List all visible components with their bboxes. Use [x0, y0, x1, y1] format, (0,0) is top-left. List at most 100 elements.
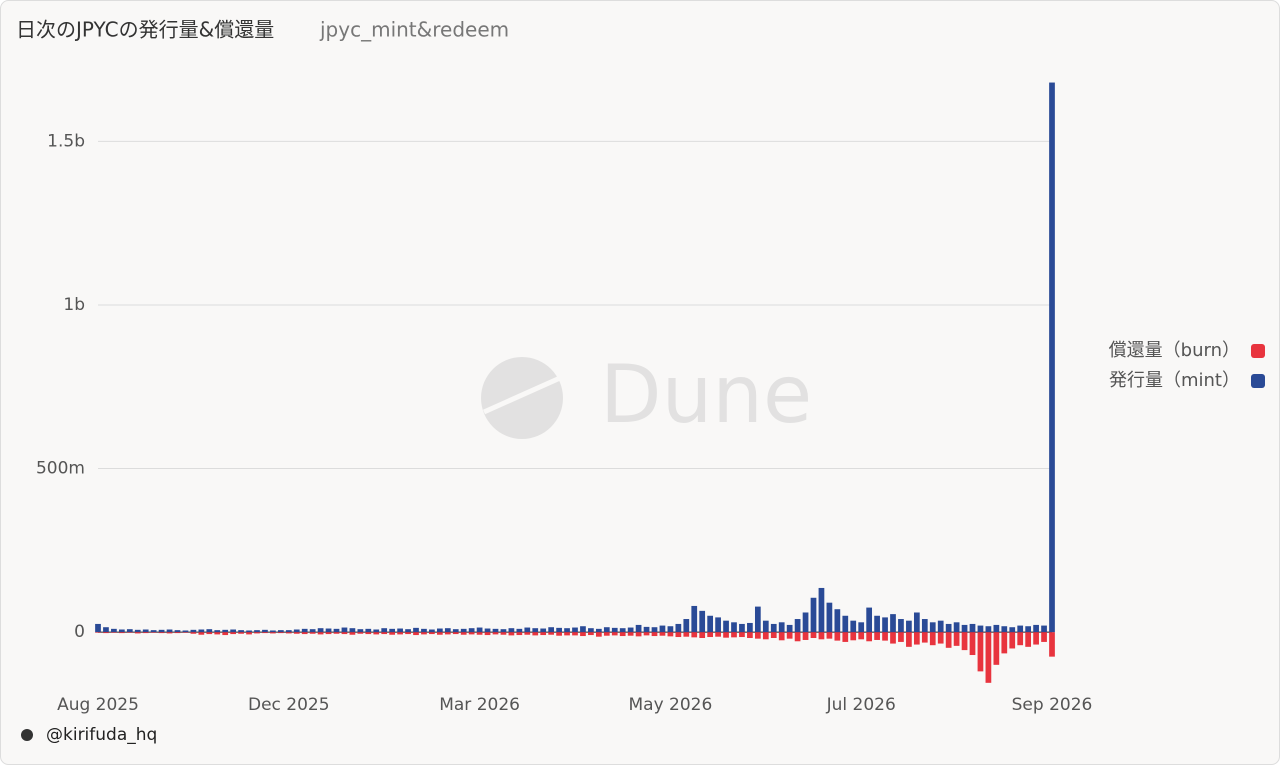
- x-tick-label: Mar 2026: [439, 695, 520, 715]
- bar: [1049, 82, 1055, 633]
- bar: [532, 632, 539, 636]
- bar: [913, 632, 920, 645]
- bar: [389, 632, 396, 635]
- bar: [985, 632, 992, 683]
- bar: [747, 632, 753, 639]
- bar: [913, 612, 920, 633]
- bar: [691, 605, 698, 633]
- x-tick-label: Aug 2025: [57, 695, 139, 715]
- bar: [659, 625, 666, 633]
- bar: [540, 628, 547, 633]
- bar: [1041, 632, 1047, 642]
- bar: [906, 632, 912, 647]
- bar: [723, 620, 729, 633]
- bar: [540, 632, 547, 636]
- bar: [405, 632, 411, 635]
- bar: [508, 632, 515, 636]
- bar: [349, 628, 356, 633]
- bar: [953, 632, 960, 646]
- bar: [500, 632, 507, 635]
- bar: [333, 632, 340, 634]
- x-tick-label: Sep 2026: [1012, 695, 1093, 715]
- bar: [890, 614, 896, 633]
- bar: [198, 632, 205, 635]
- bar: [166, 629, 173, 633]
- bar: [309, 632, 316, 634]
- bar: [786, 632, 793, 639]
- bar: [890, 632, 896, 644]
- bar: [731, 622, 737, 633]
- bar: [969, 632, 976, 656]
- bar: [325, 628, 332, 633]
- bar: [532, 628, 539, 633]
- y-tick-label: 1.5b: [47, 131, 85, 151]
- bar: [254, 632, 260, 634]
- bar: [595, 632, 602, 637]
- bar: [246, 630, 252, 633]
- x-tick-label: May 2026: [628, 695, 712, 715]
- bar: [731, 632, 737, 638]
- bar: [564, 632, 570, 636]
- bar: [190, 629, 197, 633]
- bar: [341, 627, 348, 633]
- bar: [572, 632, 578, 636]
- bar: [754, 606, 761, 633]
- bar: [794, 619, 801, 633]
- bar: [150, 630, 157, 633]
- bar: [675, 632, 682, 638]
- bar: [882, 632, 888, 641]
- bar: [230, 629, 237, 633]
- bar: [134, 629, 141, 633]
- bar: [667, 626, 674, 633]
- bar: [111, 628, 117, 633]
- bar: [293, 632, 300, 634]
- bar: [961, 632, 968, 651]
- bar: [142, 629, 149, 633]
- bar: [246, 632, 252, 635]
- bar: [834, 609, 841, 633]
- bar: [929, 622, 936, 633]
- bar: [508, 628, 515, 633]
- bar: [341, 632, 348, 635]
- bar: [826, 602, 833, 633]
- bar: [945, 632, 952, 648]
- bar: [381, 628, 388, 633]
- bar: [588, 632, 594, 636]
- bar: [810, 632, 817, 639]
- bar: [556, 627, 562, 633]
- bar: [429, 629, 435, 633]
- bar: [222, 629, 229, 633]
- bar: [842, 632, 849, 642]
- bar: [977, 625, 984, 633]
- bar: [484, 632, 491, 636]
- bar: [874, 632, 880, 640]
- bar: [222, 632, 229, 636]
- bar: [548, 627, 555, 633]
- bar: [1033, 624, 1039, 633]
- bar: [580, 632, 586, 637]
- bar: [421, 632, 427, 635]
- bar: [818, 587, 825, 633]
- bar: [317, 632, 324, 635]
- bar: [619, 632, 626, 637]
- bar: [158, 632, 165, 634]
- bar: [206, 629, 213, 633]
- bar: [452, 629, 459, 633]
- bar: [921, 632, 928, 643]
- bar: [468, 628, 475, 633]
- bar: [103, 627, 109, 633]
- bar: [611, 627, 618, 633]
- bar: [842, 615, 849, 633]
- bar: [945, 623, 952, 633]
- bar: [969, 623, 976, 633]
- bar: [421, 628, 427, 633]
- bar: [572, 627, 578, 633]
- bar: [198, 629, 205, 633]
- bar: [111, 632, 117, 633]
- bar: [603, 627, 610, 633]
- bar: [254, 630, 260, 633]
- x-tick-label: Jul 2026: [826, 695, 896, 715]
- bar: [142, 632, 149, 634]
- bar: [397, 628, 403, 633]
